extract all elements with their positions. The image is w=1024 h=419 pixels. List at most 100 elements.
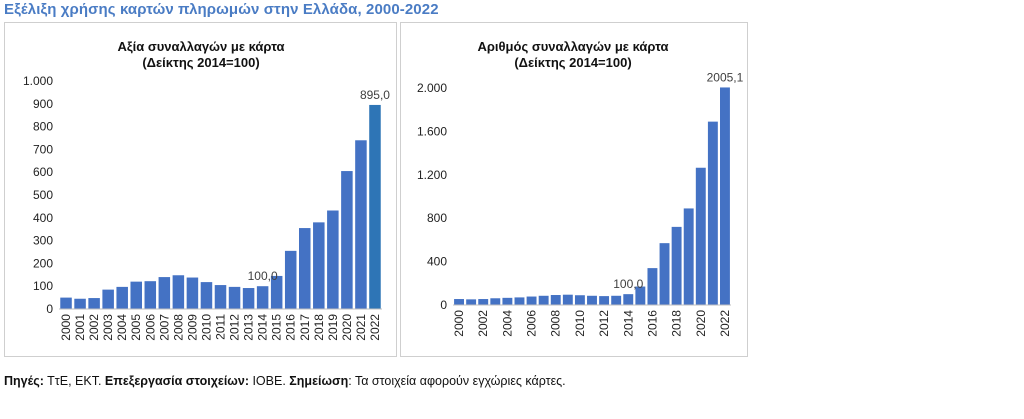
data-label: 2005,1 <box>707 70 744 84</box>
bar-2007 <box>538 295 549 305</box>
y-tick-label: 2.000 <box>417 81 447 95</box>
bar-2022 <box>720 87 730 305</box>
data-label: 100,0 <box>248 269 278 283</box>
x-tick-label: 2006 <box>143 314 157 341</box>
bar-2007 <box>158 277 171 309</box>
y-tick-label: 200 <box>33 256 53 270</box>
bar-2001 <box>466 299 477 305</box>
bar-2021 <box>707 121 718 305</box>
x-tick-label: 2012 <box>228 314 242 341</box>
bar-2013 <box>611 295 622 305</box>
x-tick-label: 2019 <box>326 314 340 341</box>
bar-2000 <box>60 297 72 309</box>
y-tick-label: 300 <box>33 234 53 248</box>
chart-subtitle: (Δείκτης 2014=100) <box>514 55 631 70</box>
bar-2015 <box>635 286 646 305</box>
x-tick-label: 2011 <box>214 314 228 340</box>
bar-2016 <box>647 268 658 305</box>
bar-2014 <box>256 286 269 309</box>
y-tick-label: 900 <box>33 97 53 111</box>
y-tick-label: 600 <box>33 165 53 179</box>
x-tick-label: 2001 <box>73 314 87 341</box>
bar-2002 <box>478 299 489 305</box>
bar-2011 <box>587 295 597 305</box>
x-tick-label: 2018 <box>312 314 326 341</box>
x-tick-label: 2003 <box>101 314 115 341</box>
x-tick-label: 2012 <box>597 310 611 337</box>
x-tick-label: 2014 <box>621 310 635 337</box>
chart-title: Αριθμός συναλλαγών με κάρτα <box>477 39 668 54</box>
x-tick-label: 2013 <box>242 314 256 341</box>
bar-2015 <box>270 275 283 309</box>
x-tick-label: 2009 <box>185 314 199 341</box>
bar-2005 <box>514 297 525 305</box>
x-tick-label: 2004 <box>115 314 129 341</box>
bar-2019 <box>327 210 339 309</box>
x-tick-label: 2022 <box>718 310 732 337</box>
bar-2002 <box>88 298 100 309</box>
y-tick-label: 1.600 <box>417 124 447 138</box>
bar-2021 <box>355 140 367 309</box>
x-tick-label: 2010 <box>573 310 587 337</box>
bar-2010 <box>574 295 585 305</box>
x-tick-label: 2016 <box>284 314 298 341</box>
data-label: 895,0 <box>360 88 390 102</box>
note-text: : Τα στοιχεία αφορούν εγχώριες κάρτες. <box>348 374 566 388</box>
bar-2010 <box>200 282 213 309</box>
chart-transaction-value-svg: Αξία συναλλαγών με κάρτα (Δείκτης 2014=1… <box>23 39 390 341</box>
bar-2008 <box>550 295 561 305</box>
source-note: Πηγές: ΤτΕ, ΕΚΤ. Επεξεργασία στοιχείων: … <box>4 374 566 388</box>
bar-2004 <box>502 297 513 305</box>
bar-2019 <box>683 208 694 305</box>
bar-2012 <box>599 296 610 305</box>
x-tick-label: 2014 <box>256 314 270 341</box>
bar-2011 <box>214 285 227 309</box>
chart-transaction-value: Αξία συναλλαγών με κάρτα (Δείκτης 2014=1… <box>4 22 397 357</box>
x-tick-label: 2000 <box>452 310 466 337</box>
x-tick-label: 2017 <box>298 314 312 341</box>
bar-2009 <box>562 294 573 305</box>
bar-2020 <box>695 167 706 305</box>
y-tick-label: 0 <box>46 302 53 316</box>
y-tick-label: 800 <box>33 120 53 134</box>
bar-2006 <box>144 281 157 309</box>
y-tick-label: 1.000 <box>23 74 53 88</box>
x-tick-label: 2022 <box>368 314 382 341</box>
x-tick-label: 2004 <box>500 310 514 337</box>
bar-2020 <box>341 171 353 309</box>
x-tick-label: 2020 <box>340 314 354 341</box>
source-text: ΤτΕ, ΕΚΤ. <box>43 374 105 388</box>
y-tick-label: 1.200 <box>417 168 447 182</box>
page-title: Εξέλιξη χρήσης καρτών πληρωμών στην Ελλά… <box>4 1 439 18</box>
x-tick-label: 2018 <box>670 310 684 337</box>
y-tick-label: 700 <box>33 142 53 156</box>
bar-2006 <box>526 296 537 305</box>
chart-transaction-count-svg: Αριθμός συναλλαγών με κάρτα (Δείκτης 201… <box>417 39 744 337</box>
note-label: Σημείωση <box>289 374 349 388</box>
x-tick-label: 2002 <box>87 314 101 341</box>
chart-title: Αξία συναλλαγών με κάρτα <box>117 39 284 54</box>
data-label: 100,0 <box>613 277 643 291</box>
chart-subtitle: (Δείκτης 2014=100) <box>142 55 259 70</box>
x-tick-label: 2008 <box>171 314 185 341</box>
y-tick-label: 800 <box>427 211 447 225</box>
bar-2018 <box>671 226 682 305</box>
source-label: Πηγές: <box>4 374 44 388</box>
chart-transaction-count: Αριθμός συναλλαγών με κάρτα (Δείκτης 201… <box>400 22 748 357</box>
y-tick-label: 400 <box>33 211 53 225</box>
processing-label: Επεξεργασία στοιχείων: <box>104 374 249 388</box>
bar-2003 <box>102 289 114 309</box>
bar-2014 <box>623 294 634 305</box>
bar-2004 <box>116 286 128 309</box>
y-tick-label: 500 <box>33 188 53 202</box>
x-tick-label: 2016 <box>645 310 659 337</box>
bar-2017 <box>659 243 670 305</box>
x-tick-label: 2008 <box>549 310 563 337</box>
x-tick-label: 2010 <box>199 314 213 341</box>
x-tick-label: 2007 <box>157 314 171 341</box>
y-tick-label: 100 <box>33 279 53 293</box>
bar-2018 <box>313 222 325 309</box>
x-tick-label: 2005 <box>129 314 143 341</box>
bar-2000 <box>454 299 464 305</box>
bar-2012 <box>228 286 241 309</box>
